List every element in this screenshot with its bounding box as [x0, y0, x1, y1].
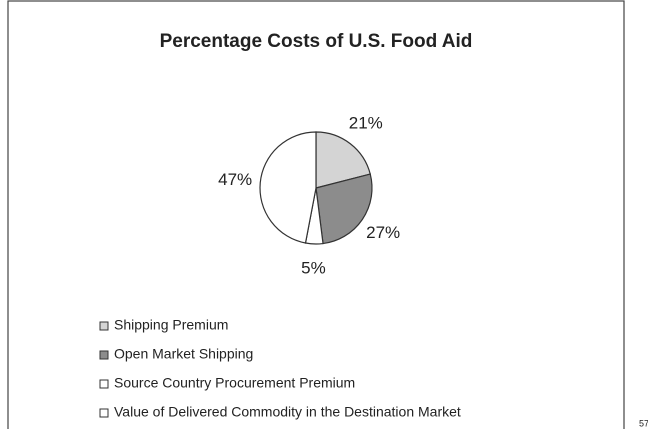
data-label: 21%	[349, 113, 383, 132]
pie-slice	[315, 173, 373, 245]
pie-slice	[259, 131, 317, 244]
legend-label: Open Market Shipping	[114, 346, 253, 362]
page-number: 57	[639, 418, 648, 428]
data-label: 47%	[218, 170, 252, 189]
data-label: 27%	[366, 223, 400, 242]
legend-swatch	[99, 379, 109, 389]
legend-swatch	[99, 321, 109, 331]
chart-title: Percentage Costs of U.S. Food Aid	[160, 31, 473, 52]
legend-label: Value of Delivered Commodity in the Dest…	[114, 404, 461, 420]
data-label: 5%	[301, 259, 326, 278]
pie-slice	[315, 131, 371, 189]
legend-label: Shipping Premium	[114, 317, 228, 333]
legend-label: Source Country Procurement Premium	[114, 375, 355, 391]
legend-swatch	[99, 350, 109, 360]
legend-swatch	[99, 408, 109, 418]
